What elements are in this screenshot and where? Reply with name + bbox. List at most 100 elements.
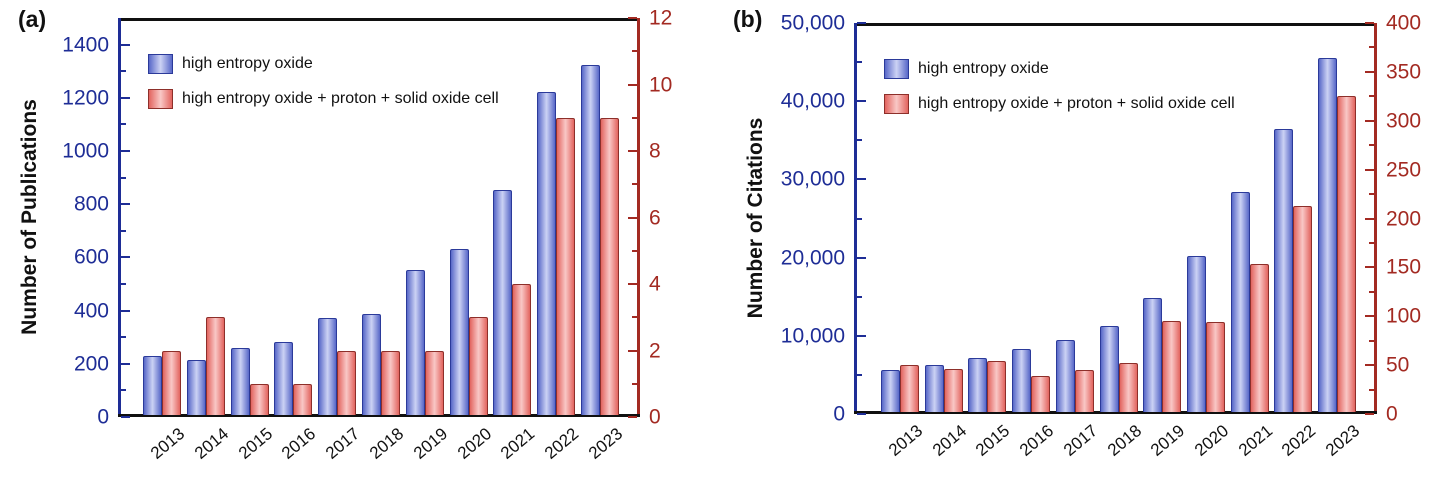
left-axis-major-tick — [121, 203, 130, 206]
left-axis-minor-tick — [121, 229, 126, 232]
heo-bar-2018 — [362, 314, 381, 415]
heo-psoc-bar-2021 — [1249, 264, 1269, 412]
panel-a-top-frame-line — [118, 18, 640, 21]
left-axis-major-tick — [121, 362, 130, 365]
legend-label: high entropy oxide + proton + solid oxid… — [182, 90, 499, 107]
panel-b-plot-area: 0 10,000 20,000 30,000 40,000 50,000 0 50 100 150… — [781, 13, 1421, 460]
legend-item: high entropy oxide — [148, 54, 499, 74]
panel-b-label: (b) — [733, 6, 763, 32]
right-axis-minor-tick — [632, 316, 637, 319]
left-axis-tick-label: 600 — [73, 245, 109, 269]
heo-bar-2019 — [405, 269, 425, 415]
heo-bar-2017 — [318, 318, 338, 415]
heo-psoc-bar-2016 — [1031, 375, 1051, 412]
left-axis-major-tick — [121, 43, 130, 46]
heo-psoc-bar-2016 — [293, 383, 313, 415]
panel-a-label: (a) — [18, 6, 47, 32]
heo-psoc-legend-swatch — [148, 89, 173, 109]
right-axis-minor-tick — [1369, 241, 1374, 244]
left-axis-major-tick — [857, 413, 866, 415]
heo-psoc-bar-2018 — [1118, 363, 1138, 412]
left-axis-minor-tick — [857, 61, 862, 64]
right-axis-minor-tick — [1369, 193, 1374, 196]
right-axis-tick-label: 200 — [1386, 207, 1422, 230]
right-axis-minor-tick — [632, 50, 637, 53]
heo-psoc-bar-2022 — [1293, 205, 1313, 412]
x-axis-year-label: 2014 — [928, 421, 970, 460]
panel-b-x-axis-line — [854, 411, 1377, 414]
right-axis-major-tick — [1365, 70, 1374, 73]
right-axis-major-tick — [1365, 315, 1374, 318]
left-axis-tick-label: 200 — [73, 352, 109, 376]
x-axis-year-label: 2015 — [234, 424, 276, 463]
right-axis-minor-tick — [1369, 388, 1374, 391]
x-axis-year-label: 2017 — [322, 424, 364, 463]
right-axis-major-tick — [628, 17, 637, 19]
x-axis-year-label: 2023 — [1322, 421, 1364, 460]
heo-legend-swatch — [148, 54, 173, 74]
right-axis-major-tick — [1365, 413, 1374, 415]
left-axis-minor-tick — [857, 217, 862, 220]
right-axis-major-tick — [628, 416, 637, 418]
right-axis-minor-tick — [1369, 144, 1374, 147]
right-axis-major-tick — [1365, 266, 1374, 269]
x-axis-year-label: 2016 — [278, 424, 320, 463]
right-axis-tick-label: 6 — [649, 206, 661, 229]
heo-bar-2016 — [1012, 349, 1032, 412]
heo-psoc-bar-2013 — [162, 350, 181, 415]
heo-psoc-bar-2023 — [600, 117, 619, 415]
left-axis-major-tick — [121, 96, 130, 99]
right-axis-minor-tick — [1369, 46, 1374, 49]
legend-label: high entropy oxide — [182, 55, 313, 72]
x-axis-year-label: 2018 — [1103, 421, 1145, 460]
left-axis-major-tick — [857, 178, 866, 181]
left-axis-major-tick — [857, 334, 866, 337]
right-axis-major-tick — [628, 283, 637, 286]
left-axis-minor-tick — [857, 139, 862, 142]
right-axis-tick-label: 250 — [1386, 158, 1422, 182]
left-axis-major-tick — [121, 309, 130, 312]
x-axis-year-label: 2016 — [1016, 421, 1058, 460]
heo-psoc-bar-2013 — [900, 365, 919, 412]
left-axis-minor-tick — [121, 336, 126, 339]
legend-item: high entropy oxide + proton + solid oxid… — [148, 89, 499, 109]
heo-psoc-bar-2014 — [205, 317, 225, 415]
heo-bar-2017 — [1055, 339, 1075, 412]
legend-item: high entropy oxide + proton + solid oxid… — [884, 94, 1235, 114]
panel-b-right-y-axis-line — [1374, 23, 1377, 414]
right-axis-tick-label: 0 — [1386, 402, 1398, 426]
heo-psoc-legend-swatch — [884, 94, 909, 114]
heo-psoc-bar-2020 — [1205, 322, 1225, 412]
left-axis-tick-label: 400 — [73, 299, 109, 323]
heo-psoc-bar-2015 — [249, 383, 269, 415]
panel-a-plot-area: 0 200 400 600 800 1000 1200 1400 0 2 4 6 8 10 12 2013 20… — [62, 8, 672, 463]
right-axis-tick-label: 2 — [649, 339, 661, 363]
heo-psoc-bar-2015 — [987, 361, 1007, 412]
right-axis-major-tick — [1365, 364, 1374, 367]
right-axis-major-tick — [628, 83, 637, 86]
x-axis-year-label: 2017 — [1059, 421, 1102, 460]
right-axis-tick-label: 100 — [1386, 304, 1422, 328]
heo-bar-2023 — [581, 64, 600, 415]
left-axis-tick-label: 50,000 — [780, 11, 845, 35]
panel-a-publications: (a) Number of Publications 0 200 400 600 800… — [18, 6, 672, 463]
left-axis-minor-tick — [857, 295, 862, 298]
heo-psoc-bar-2017 — [337, 350, 357, 415]
right-axis-major-tick — [628, 216, 637, 219]
heo-bar-2015 — [968, 358, 988, 412]
panel-b-citations: (b) Number of Citations 0 10,000 20,000 30,… — [725, 0, 1450, 491]
right-axis-tick-label: 150 — [1386, 255, 1422, 279]
x-axis-year-label: 2015 — [972, 421, 1014, 460]
x-axis-year-label: 2020 — [453, 424, 495, 463]
right-axis-minor-tick — [632, 183, 637, 186]
right-axis-tick-label: 0 — [649, 405, 661, 429]
right-axis-tick-label: 12 — [649, 6, 673, 30]
left-axis-major-tick — [857, 100, 866, 103]
right-axis-tick-label: 50 — [1386, 353, 1410, 377]
heo-psoc-bar-2021 — [512, 284, 532, 415]
x-axis-year-label: 2023 — [585, 424, 627, 463]
heo-psoc-bar-2019 — [424, 350, 444, 415]
right-axis-major-tick — [1365, 168, 1374, 171]
heo-bar-2019 — [1143, 298, 1163, 412]
left-axis-tick-label: 0 — [833, 402, 845, 426]
